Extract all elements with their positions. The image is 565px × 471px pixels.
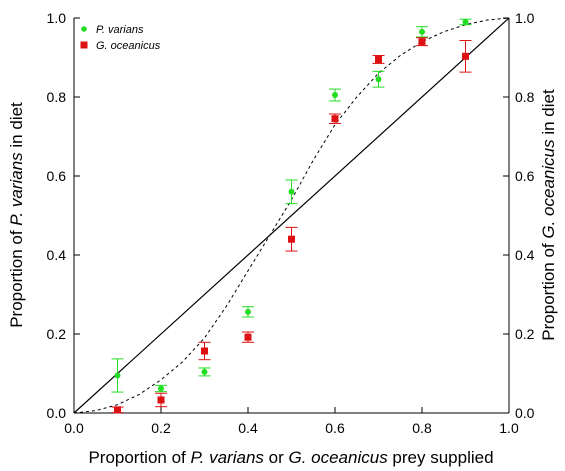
point-g-oceanicus <box>157 396 165 404</box>
y-tick-label-left: 0.4 <box>47 247 67 263</box>
x-tick-label: 0.8 <box>412 420 432 436</box>
point-p-varians <box>375 76 382 83</box>
point-p-varians <box>114 372 121 379</box>
x-tick-label: 0.0 <box>64 420 84 436</box>
ticks: 0.0 0.2 0.4 0.6 0.8 1.00.0 0.00.2 0.20.4 0.40.6 0… <box>47 10 535 436</box>
y-tick-label-right: 0.6 <box>515 168 535 184</box>
point-p-varians <box>419 28 425 35</box>
point-p-varians <box>158 385 164 392</box>
y-tick-label-right: 1.0 <box>515 10 535 26</box>
point-g-oceanicus <box>418 38 426 46</box>
point-g-oceanicus <box>114 406 121 414</box>
point-p-varians <box>462 18 469 25</box>
y-tick-label-left: 1.0 <box>47 10 67 26</box>
y-axis-title-left: Proportion of P. varians in diet <box>7 102 26 328</box>
x-tick-label: 0.4 <box>238 420 258 436</box>
x-tick-label: 1.0 <box>499 420 519 436</box>
point-g-oceanicus <box>462 52 469 60</box>
legend-label-p-varians: P. varians <box>96 24 144 36</box>
y-tick-label-right: 0.4 <box>515 247 535 263</box>
y-axis-title-right: Proportion of G. oceanicus in diet <box>539 89 558 341</box>
x-tick-label: 0.2 <box>151 420 171 436</box>
marks <box>111 18 472 414</box>
x-axis-title: Proportion of P. varians or G. oceanicus… <box>88 448 493 467</box>
y-tick-label-right: 0.0 <box>515 405 535 421</box>
point-g-oceanicus <box>331 115 339 123</box>
legend-marker-p-varians <box>81 26 87 32</box>
legend-marker-g-oceanicus <box>80 41 88 49</box>
point-g-oceanicus <box>244 333 252 341</box>
y-tick-label-left: 0.2 <box>47 326 67 342</box>
point-p-varians <box>288 188 295 195</box>
y-tick-label-left: 0.8 <box>47 89 67 105</box>
y-tick-label-left: 0.6 <box>47 168 67 184</box>
legend-label-g-oceanicus: G. oceanicus <box>96 40 161 52</box>
x-tick-label: 0.6 <box>325 420 345 436</box>
plot-area <box>73 18 510 414</box>
reference-line <box>73 17 510 414</box>
y-tick-label-left: 0.0 <box>47 405 67 421</box>
point-g-oceanicus <box>288 235 295 243</box>
point-g-oceanicus <box>201 347 208 355</box>
y-tick-label-right: 0.2 <box>515 326 535 342</box>
point-p-varians <box>245 308 251 315</box>
y-tick-label-right: 0.8 <box>515 89 535 105</box>
legend: P. varians G. oceanicus <box>80 24 161 52</box>
point-p-varians <box>332 92 338 99</box>
point-g-oceanicus <box>375 55 382 63</box>
lines <box>73 17 510 414</box>
point-p-varians <box>201 368 208 375</box>
